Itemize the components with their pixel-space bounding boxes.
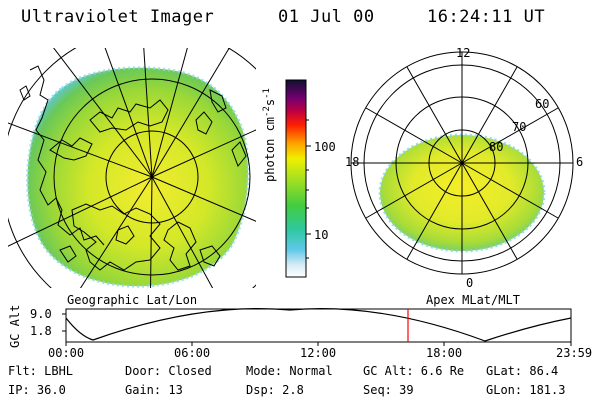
- info-ip: IP: 36.0: [8, 383, 66, 397]
- lat-label-60: 60: [535, 97, 550, 111]
- right-panel-caption: Apex MLat/MLT: [426, 293, 520, 307]
- geo-lat-circles: [8, 48, 256, 288]
- geographic-map: [8, 48, 256, 288]
- orbit-ytick-9: 9.0: [30, 307, 52, 321]
- orbit-altitude-curve: [65, 308, 572, 342]
- colorbar-unit-label: photon cm-2s-1: [262, 88, 277, 182]
- colorbar-ticks: [306, 119, 311, 259]
- orbit-xtick-0000: 00:00: [48, 346, 85, 360]
- info-gc-alt: GC Alt: 6.6 Re: [363, 364, 465, 378]
- left-panel-caption: Geographic Lat/Lon: [67, 293, 198, 307]
- info-flt: Flt: LBHL: [8, 364, 74, 378]
- info-seq: Seq: 39: [363, 383, 414, 397]
- mlt-label-6: 6: [576, 155, 584, 169]
- colorbar-tick-10: 10: [314, 228, 329, 242]
- orbit-xtick-0600: 06:00: [174, 346, 211, 360]
- info-glat: GLat: 86.4: [486, 364, 559, 378]
- mlt-label-12: 12: [456, 46, 471, 60]
- info-gain: Gain: 13: [125, 383, 183, 397]
- info-dsp: Dsp: 2.8: [246, 383, 304, 397]
- colorbar: [285, 79, 307, 278]
- orbit-ylabel: GC Alt: [8, 304, 22, 348]
- info-glon: GLon: 181.3: [486, 383, 566, 397]
- orbit-ytick-1-8: 1.8: [30, 324, 52, 338]
- mlt-label-0: 0: [466, 276, 474, 290]
- orbit-xtick-1800: 18:00: [426, 346, 463, 360]
- date-label: 01 Jul 00: [278, 7, 375, 27]
- orbit-plot: [62, 308, 572, 346]
- coastlines: [19, 65, 247, 271]
- orbit-xtick-1200: 12:00: [300, 346, 337, 360]
- app-title: Ultraviolet Imager: [21, 7, 215, 27]
- info-mode: Mode: Normal: [246, 364, 333, 378]
- orbit-xtick-2359: 23:59: [556, 346, 593, 360]
- lat-label-70: 70: [512, 120, 527, 134]
- time-label: 16:24:11 UT: [427, 7, 546, 27]
- polar-spokes: [351, 52, 573, 274]
- lat-label-80: 80: [489, 140, 504, 154]
- colorbar-tick-100: 100: [314, 140, 336, 154]
- info-door: Door: Closed: [125, 364, 212, 378]
- aurora-image-geo: [27, 67, 248, 287]
- mlt-label-18: 18: [345, 155, 360, 169]
- polar-plot: [350, 51, 574, 275]
